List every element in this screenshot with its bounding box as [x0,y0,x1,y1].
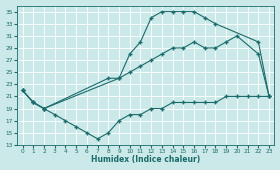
X-axis label: Humidex (Indice chaleur): Humidex (Indice chaleur) [91,155,200,164]
